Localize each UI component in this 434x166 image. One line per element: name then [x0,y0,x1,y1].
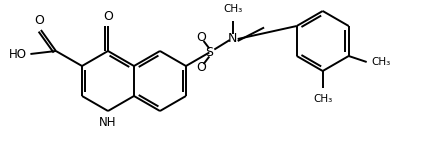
Text: O: O [103,9,113,23]
Text: CH₃: CH₃ [312,94,332,104]
Text: HO: HO [8,47,26,60]
Text: O: O [34,14,44,27]
Text: O: O [196,31,206,44]
Text: S: S [205,46,213,59]
Text: CH₃: CH₃ [371,57,390,67]
Text: O: O [196,61,206,74]
Text: CH₃: CH₃ [223,4,242,14]
Text: N: N [227,33,237,45]
Text: NH: NH [99,116,116,129]
